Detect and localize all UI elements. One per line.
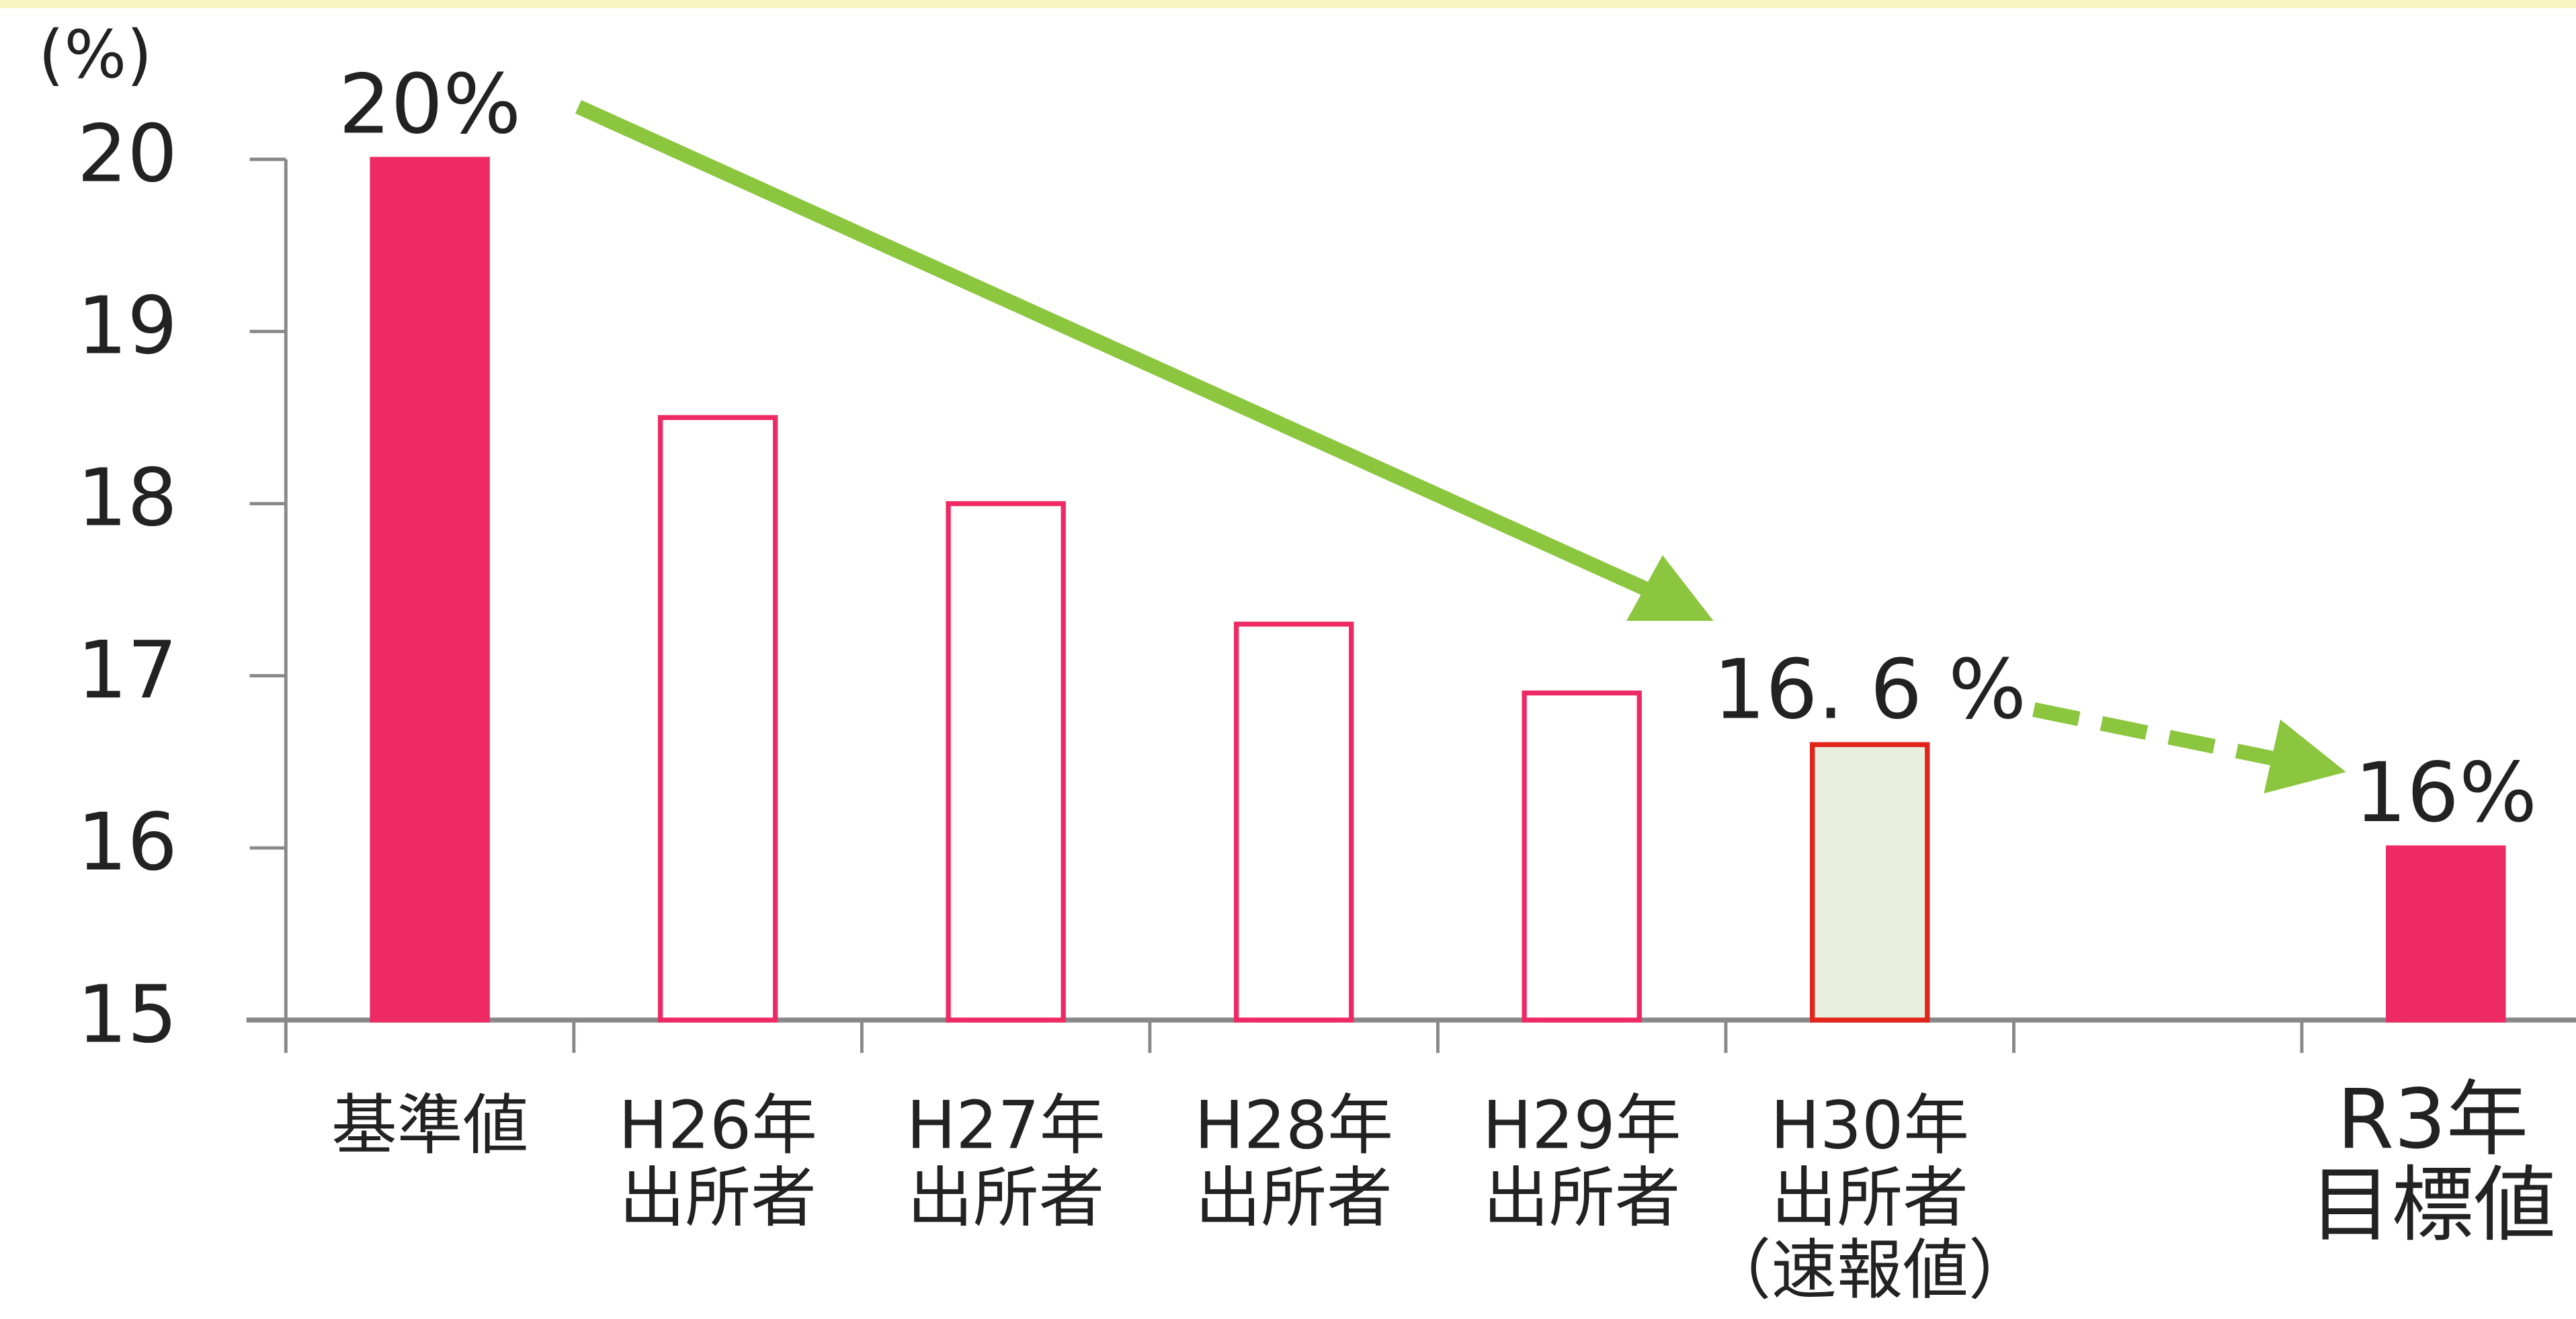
x-tick-label: H29年: [1483, 1088, 1681, 1164]
y-tick-label: 20: [77, 108, 177, 200]
y-axis-label: (%): [38, 17, 152, 93]
x-tick-label: 出所者: [1772, 1160, 1968, 1236]
x-tick-label: 出所者: [619, 1160, 816, 1236]
top-band: [0, 0, 2576, 9]
x-tick-label: H28年: [1194, 1088, 1393, 1164]
bar: [1810, 742, 1930, 1023]
data-label: 16%: [2354, 745, 2537, 841]
y-tick-label: 18: [77, 452, 177, 544]
data-label: 16. 6 %: [1713, 642, 2026, 738]
x-tick-label: （速報値）: [1706, 1232, 2034, 1309]
bar: [1522, 690, 1642, 1023]
bar: [946, 501, 1066, 1023]
x-tick-label: H30年: [1770, 1088, 1969, 1164]
x-tick-label: 目標値: [2309, 1157, 2556, 1252]
y-tick-label: 19: [77, 280, 177, 372]
x-tick-label: R3年: [2337, 1072, 2528, 1167]
y-tick-label: 15: [77, 968, 177, 1060]
x-tick-label: 出所者: [1196, 1160, 1393, 1236]
bar: [2386, 845, 2506, 1023]
x-tick-label: H27年: [907, 1088, 1106, 1164]
trend-arrow: [575, 99, 1714, 622]
y-tick-label: 16: [77, 796, 177, 888]
bar: [370, 157, 490, 1023]
x-tick-label: 出所者: [1483, 1160, 1680, 1236]
x-tick-label: H26年: [618, 1088, 817, 1164]
x-tick-label: 出所者: [907, 1160, 1104, 1236]
bar: [657, 415, 778, 1023]
data-label: 20%: [339, 56, 522, 152]
bar: [1233, 622, 1354, 1023]
y-tick-label: 17: [77, 624, 177, 716]
target-arrow: [2032, 702, 2346, 794]
x-tick-label: 基準値: [331, 1088, 528, 1164]
